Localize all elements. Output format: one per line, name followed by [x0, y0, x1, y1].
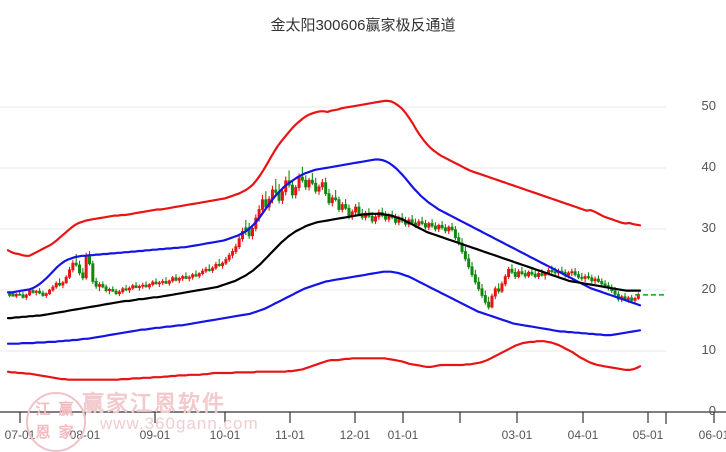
candlestick-series	[8, 166, 640, 310]
x-axis-tick-label: 06-01	[698, 428, 726, 442]
axis-lines	[0, 411, 726, 424]
x-axis-tick-label: 07-01	[4, 428, 36, 442]
x-axis-tick-label: 11-01	[275, 428, 305, 442]
x-axis-tick-label: 08-01	[69, 428, 101, 442]
x-axis-tick-label: 03-01	[501, 428, 533, 442]
x-axis-tick-label: 04-01	[567, 428, 599, 442]
y-axis-tick-label: 40	[701, 159, 716, 174]
y-axis-tick-label: 0	[708, 403, 716, 418]
y-axis-tick-label: 30	[701, 220, 716, 235]
gridlines	[0, 106, 666, 352]
x-axis-tick-label: 09-01	[139, 428, 171, 442]
y-axis-tick-label: 20	[701, 281, 716, 296]
x-axis-tick-label: 01-01	[387, 428, 419, 442]
page-title: 金太阳300606赢家极反通道	[270, 17, 456, 34]
x-axis-tick-label: 05-01	[632, 428, 664, 442]
x-axis-tick-label: 10-01	[209, 428, 241, 442]
y-axis-tick-label: 50	[701, 98, 716, 113]
x-axis-ticks	[19, 412, 715, 423]
band-series	[6, 99, 642, 381]
x-axis-tick-label: 12-01	[339, 428, 371, 442]
y-axis-tick-label: 10	[701, 342, 716, 357]
